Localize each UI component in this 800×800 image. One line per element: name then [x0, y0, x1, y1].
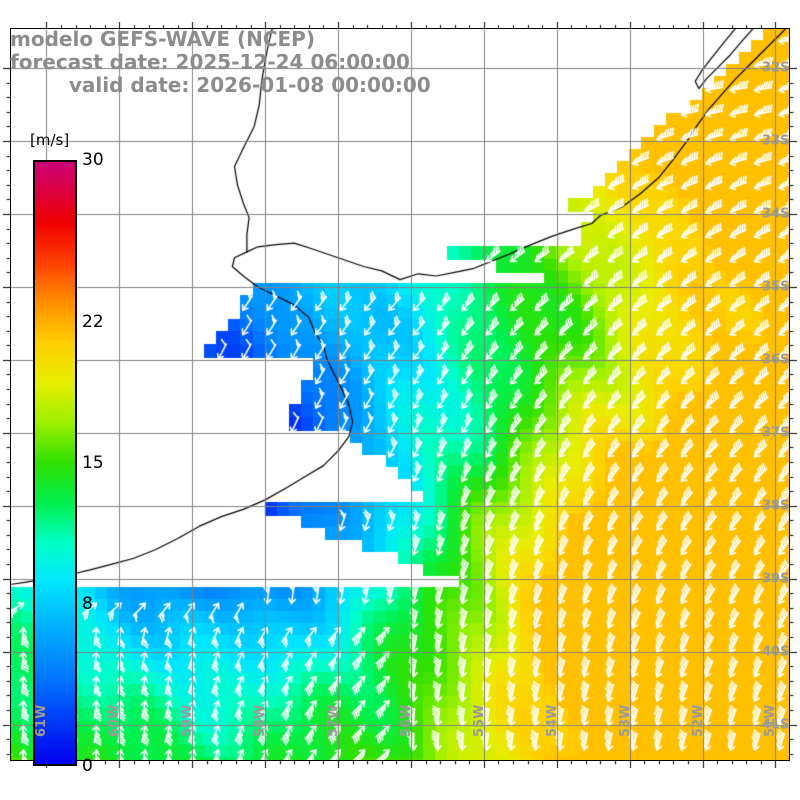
colorbar-label-22: 22 [82, 311, 104, 332]
lon-label-59W: 59W [180, 704, 196, 737]
lon-label-52W: 52W [690, 704, 706, 737]
colorbar-label-15: 15 [82, 453, 104, 473]
lat-label-40S: 40S [762, 644, 790, 660]
map-plot-area [10, 28, 790, 761]
lon-label-56W: 56W [398, 704, 414, 737]
lat-label-33S: 33S [762, 133, 790, 149]
lat-label-35S: 35S [762, 279, 790, 295]
colorbar-gradient [33, 160, 77, 766]
lat-label-37S: 37S [762, 425, 790, 441]
lon-label-53W: 53W [617, 704, 633, 737]
lon-label-60W: 60W [107, 704, 123, 737]
lon-label-55W: 55W [471, 704, 487, 737]
axis-ticks-top [10, 22, 790, 29]
axis-ticks-left [3, 28, 11, 761]
lat-label-41S: 41S [762, 717, 790, 733]
colorbar-label-8: 8 [82, 594, 93, 615]
lon-label-57W: 57W [326, 704, 342, 737]
colorbar [33, 160, 77, 766]
lat-label-34S: 34S [762, 206, 790, 222]
lon-label-51W: 51W [763, 704, 779, 737]
lon-label-54W: 54W [544, 704, 560, 737]
colorbar-unit-label: [m/s] [30, 131, 70, 149]
lat-label-36S: 36S [762, 352, 790, 368]
lon-label-61W: 61W [34, 704, 50, 737]
lon-label-58W: 58W [253, 704, 269, 737]
lat-label-38S: 38S [762, 498, 790, 514]
colorbar-label-30: 30 [82, 150, 104, 170]
lat-label-32S: 32S [762, 60, 790, 76]
axis-ticks-bottom [10, 760, 790, 768]
graticule-gridlines [10, 28, 790, 761]
colorbar-label-0: 0 [82, 756, 93, 776]
lat-label-39S: 39S [762, 571, 790, 587]
axis-ticks-right [789, 28, 797, 761]
